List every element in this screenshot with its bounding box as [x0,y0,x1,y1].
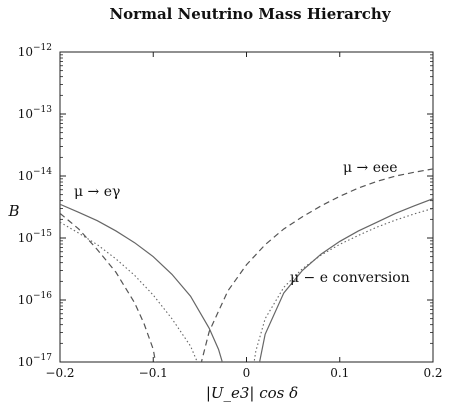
y-tick-label-base: 10 [18,107,33,121]
y-tick-label-exponent: −15 [33,229,52,239]
series-line-1 [60,168,433,362]
x-tick-label: 0.1 [330,366,349,380]
series-line-0 [60,198,433,362]
y-tick-label: 10−14 [18,167,53,183]
chart-title: Normal Neutrino Mass Hierarchy [109,5,391,23]
y-tick-label-base: 10 [18,45,33,59]
y-tick-label-base: 10 [18,355,33,369]
y-tick-label: 10−17 [18,353,53,369]
plot-series [60,168,433,362]
x-axis: −0.2 −0.1 0 0.1 0.2 [45,52,443,380]
x-axis-label: |U_e3| cos δ [206,384,298,402]
x-tick-label: 0.2 [423,366,442,380]
y-tick-label: 10−12 [18,43,52,59]
y-tick-label-base: 10 [18,169,33,183]
x-tick-label: −0.1 [139,366,168,380]
y-tick-label-base: 10 [18,293,33,307]
x-tick-label: −0.2 [45,366,74,380]
y-tick-label: 10−13 [18,105,53,121]
y-tick-label-exponent: −13 [33,105,52,115]
y-tick-label-exponent: −17 [33,353,52,363]
y-tick-label-exponent: −12 [33,43,52,53]
y-tick-label: 10−15 [18,229,53,245]
y-tick-label-base: 10 [18,231,33,245]
y-tick-label-exponent: −16 [33,291,52,301]
plot-frame [59,51,434,363]
y-tick-label-exponent: −14 [33,167,52,177]
annotation-mu-e-gamma: μ → eγ [74,184,120,200]
annotation-mu-e-conversion: μ − e conversion [290,270,410,286]
y-axis-label: B [7,202,19,220]
x-axis-label-text: |U_e3| cos δ [206,384,298,402]
y-tick-label: 10−16 [18,291,53,307]
annotation-mu-eee: μ → eee [343,160,398,176]
x-tick-label: 0 [243,366,251,380]
series-line-2 [60,207,433,362]
